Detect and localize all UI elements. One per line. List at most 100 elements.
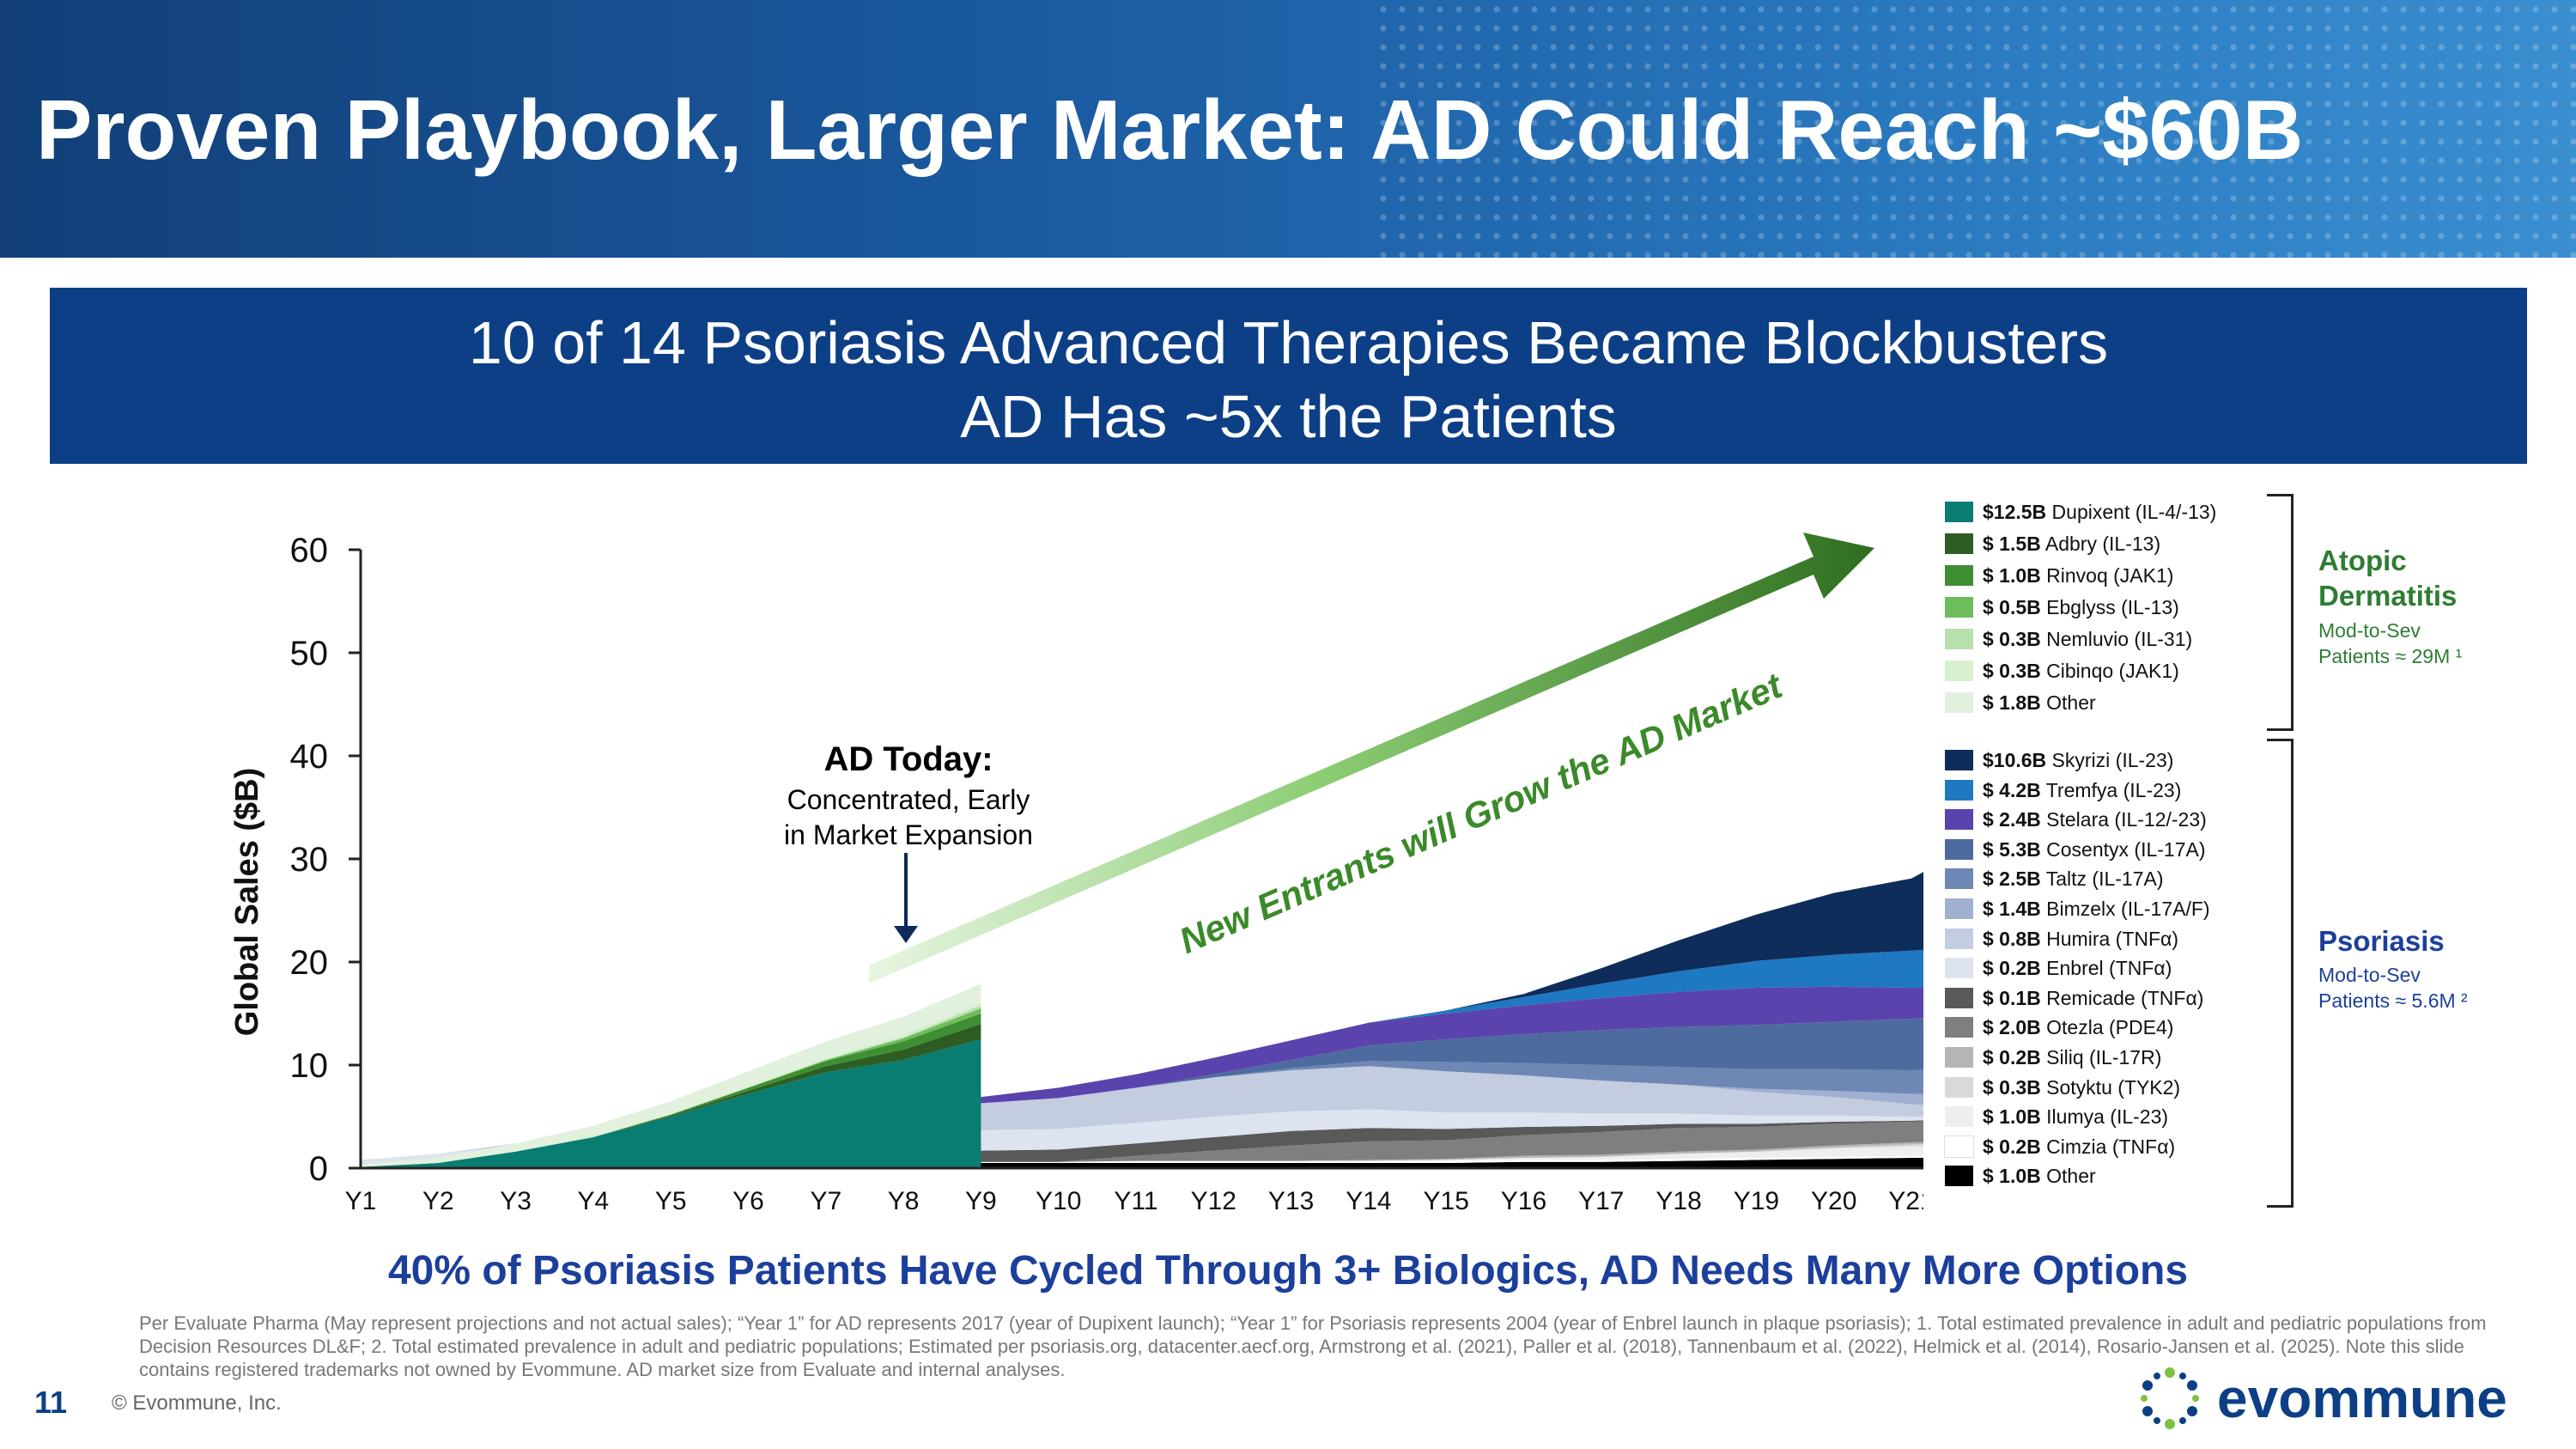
legend-swatch (1945, 868, 1973, 890)
logo-dot (2154, 1416, 2160, 1424)
legend-label: $ 0.8B Humira (TNFα) (1983, 928, 2178, 951)
legend-label: $10.6B Skyrizi (IL-23) (1983, 749, 2173, 772)
legend-swatch (1945, 809, 1973, 831)
legend-swatch (1945, 661, 1973, 681)
legend-label: $ 0.3B Cibinqo (JAK1) (1983, 660, 2179, 683)
y-tick-label: 40 (290, 738, 329, 776)
legend-amount: $ 0.8B (1983, 927, 2041, 950)
legend-amount: $ 0.3B (1983, 628, 2041, 650)
legend-swatch (1945, 629, 1973, 649)
legend-swatch (1945, 533, 1973, 554)
y-tick-label: 20 (290, 944, 329, 982)
legend-name: Siliq (IL-17R) (2040, 1046, 2162, 1068)
x-tick-label: Y9 (965, 1187, 997, 1215)
legend-name: Dupixent (IL-4/-13) (2046, 501, 2217, 523)
y-tick-label: 30 (290, 841, 329, 879)
bracket-psoriasis (2267, 739, 2293, 1208)
legend-label: $ 5.3B Cosentyx (IL-17A) (1983, 838, 2206, 861)
logo-dot (2165, 1419, 2175, 1429)
logo-dot (2179, 1416, 2186, 1424)
legend-name: Remicade (TNFα) (2040, 986, 2204, 1009)
x-tick-label: Y20 (1811, 1187, 1856, 1215)
footnote: Per Evaluate Pharma (May represent proje… (139, 1312, 2487, 1380)
x-tick-label: Y15 (1424, 1187, 1469, 1215)
legend-swatch (1945, 692, 1973, 713)
legend-label: $ 0.1B Remicade (TNFα) (1983, 987, 2203, 1010)
group-sub-pso-line-2: Patients ≈ 5.6M ² (2318, 989, 2468, 1012)
logo-dot (2142, 1380, 2154, 1391)
psoriasis-area-cosentyx-il-17a (361, 1018, 1923, 1160)
legend-name: Rinvoq (JAK1) (2040, 564, 2174, 587)
psoriasis-area-taltz-il-17a (361, 1061, 1923, 1160)
legend-name: Cimzia (TNFα) (2040, 1135, 2176, 1158)
group-label-psoriasis: Psoriasis (2318, 925, 2445, 957)
headline-banner: 10 of 14 Psoriasis Advanced Therapies Be… (50, 288, 2527, 464)
legend-name: Enbrel (TNFα) (2040, 957, 2172, 980)
legend-label: $ 2.5B Taltz (IL-17A) (1983, 868, 2164, 891)
x-tick-label: Y21 (1888, 1187, 1923, 1215)
x-tick-label: Y16 (1501, 1187, 1546, 1215)
legend-swatch (1945, 779, 1973, 801)
logo-dot (2165, 1367, 2175, 1378)
x-tick-label: Y17 (1578, 1187, 1624, 1215)
x-tick-label: Y11 (1114, 1187, 1157, 1215)
logo-dot (2142, 1406, 2154, 1416)
x-tick-labels: Y1 Y2 Y3 Y4 Y5 Y6 Y7 Y8 Y9 Y10 Y11 Y12 Y13 Y14 Y15 Y16 Y… (345, 1187, 1923, 1215)
legend-label: $ 0.3B Sotyktu (TYK2) (1983, 1076, 2180, 1099)
legend-amount: $ 0.5B (1983, 596, 2041, 618)
legend-name: Ilumya (IL-23) (2040, 1105, 2169, 1129)
psoriasis-area-otezla-pde4 (361, 1121, 1923, 1166)
legend-amount: $ 1.0B (1983, 564, 2041, 587)
logo-dot (2141, 1395, 2148, 1402)
legend-name: Stelara (IL-12/-23) (2040, 808, 2207, 831)
legend-label: $ 0.3B Nemluvio (IL-31) (1983, 628, 2192, 651)
legend-name: Skyrizi (IL-23) (2046, 749, 2174, 771)
legend-swatch (1945, 597, 1973, 618)
legend-swatch (1945, 898, 1973, 919)
psoriasis-area-stelara-il-12-23 (361, 986, 1923, 1160)
legend-swatch (1945, 1076, 1973, 1098)
x-tick-label: Y4 (578, 1187, 610, 1215)
psoriasis-areas (361, 872, 1923, 1168)
legend-amount: $ 0.2B (1983, 957, 2041, 980)
legend-label: $ 1.0B Ilumya (IL-23) (1983, 1105, 2168, 1129)
x-tick-label: Y5 (655, 1187, 687, 1215)
group-sub-pso-line-1: Mod-to-Sev (2318, 964, 2421, 986)
y-tick-label: 50 (290, 635, 329, 673)
x-tick-label: Y8 (888, 1187, 920, 1215)
legend-amount: $ 0.3B (1983, 660, 2041, 682)
logo-dot (2179, 1373, 2186, 1380)
header-dot-pattern (1374, 0, 2576, 258)
legend-label: $ 2.0B Otezla (PDE4) (1983, 1016, 2173, 1039)
legend-label: $ 1.8B Other (1983, 691, 2096, 715)
legend-name: Sotyktu (TYK2) (2040, 1075, 2181, 1099)
legend-swatch (1945, 502, 1973, 522)
legend-amount: $ 4.2B (1983, 778, 2041, 801)
legend-name: Cibinqo (JAK1) (2040, 660, 2179, 682)
legend-amount: $ 1.4B (1983, 898, 2041, 920)
legend-name: Taltz (IL-17A) (2040, 868, 2164, 891)
y-tick-label: 60 (290, 532, 329, 569)
legend-name: Bimzelx (IL-17A/F) (2040, 898, 2210, 920)
header-band: Proven Playbook, Larger Market: AD Could… (0, 0, 2576, 258)
legend-label: $ 0.5B Ebglyss (IL-13) (1983, 596, 2179, 619)
legend-name: Humira (TNFα) (2040, 927, 2178, 950)
legend-swatch (1945, 838, 1973, 860)
bottom-callout: 40% of Psoriasis Patients Have Cycled Th… (387, 1248, 2189, 1294)
logo-dot (2192, 1395, 2199, 1402)
banner-line-2: AD Has ~5x the Patients (960, 383, 1617, 450)
legend-label: $ 2.4B Stelara (IL-12/-23) (1983, 808, 2207, 831)
x-tick-label: Y7 (810, 1187, 841, 1215)
legend-amount: $ 2.4B (1983, 808, 2041, 831)
psoriasis-area-humira-tnf (361, 1066, 1923, 1160)
legend-amount: $ 1.5B (1983, 533, 2041, 555)
ad-today-pointer-head (894, 926, 918, 943)
legend-name: Otezla (PDE4) (2040, 1016, 2174, 1039)
legend-swatch (1945, 750, 1973, 770)
ad-area-dupixent-il-4-13 (361, 1039, 981, 1168)
legend-name: Nemluvio (IL-31) (2040, 628, 2193, 650)
slide-title: Proven Playbook, Larger Market: AD Could… (36, 82, 2304, 177)
x-tick-label: Y3 (500, 1187, 532, 1215)
chart-axes (349, 548, 1923, 1170)
x-tick-label: Y14 (1346, 1187, 1391, 1215)
